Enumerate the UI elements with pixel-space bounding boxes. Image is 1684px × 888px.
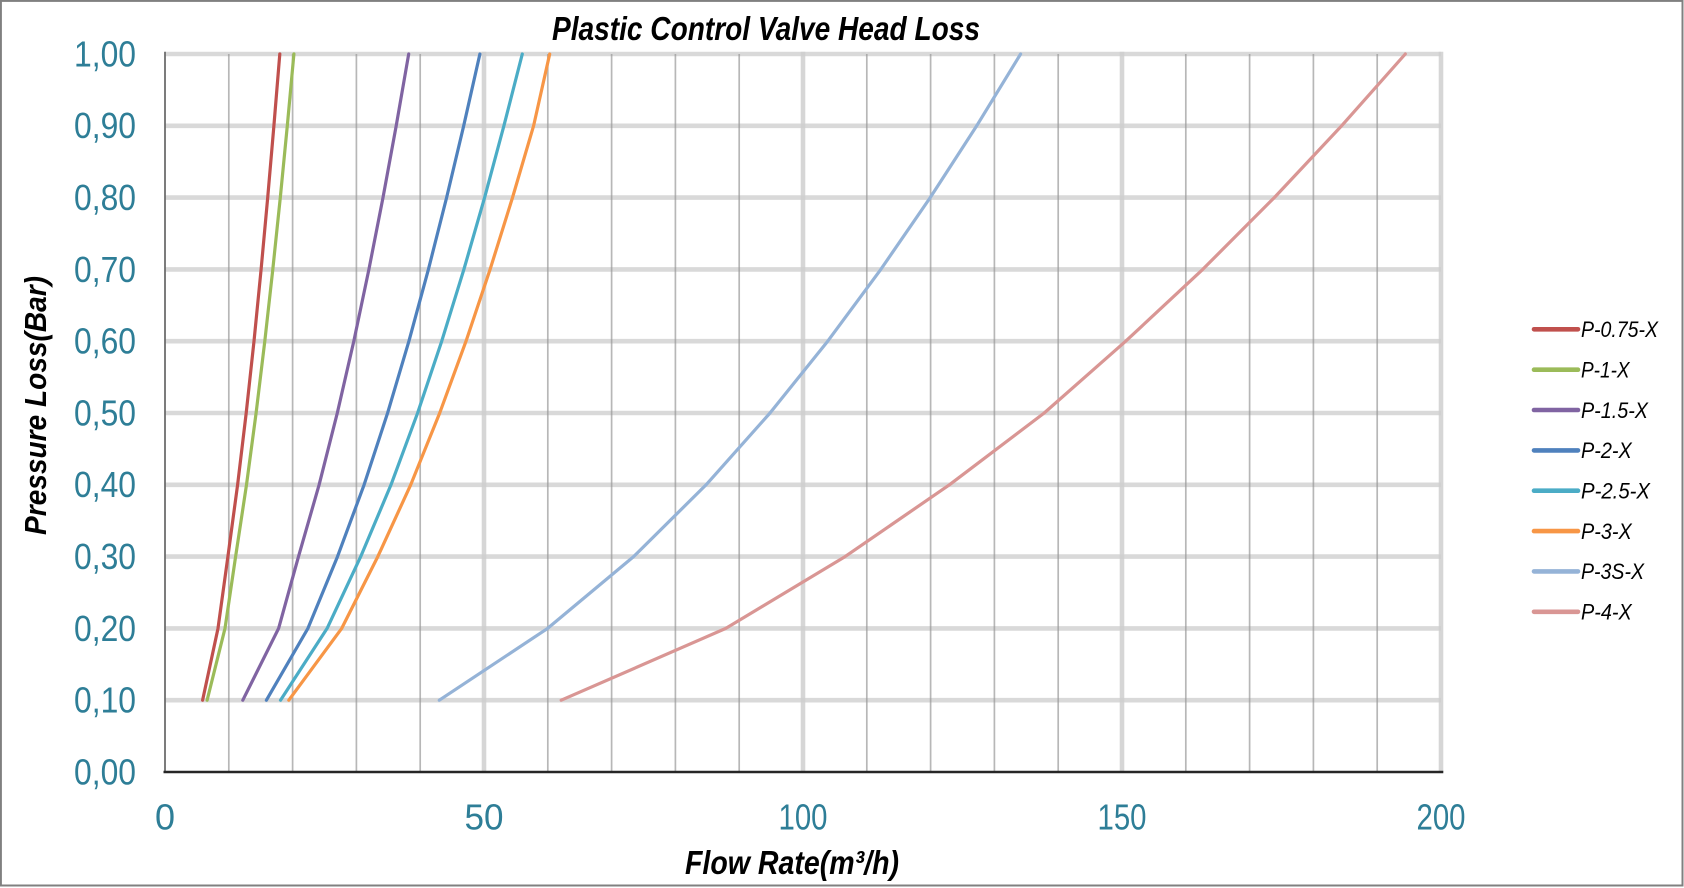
svg-text:0,90: 0,90: [74, 105, 136, 146]
svg-text:0,70: 0,70: [74, 249, 136, 290]
svg-text:0: 0: [155, 797, 175, 838]
svg-text:P-2-X: P-2-X: [1581, 438, 1633, 463]
svg-text:1,00: 1,00: [74, 33, 136, 74]
svg-text:200: 200: [1417, 797, 1466, 838]
svg-text:P-3-X: P-3-X: [1581, 519, 1633, 544]
svg-text:Plastic Control Valve Head Los: Plastic Control Valve Head Loss: [552, 10, 980, 47]
svg-text:50: 50: [465, 797, 504, 838]
svg-text:Flow Rate(m³/h): Flow Rate(m³/h): [685, 844, 899, 881]
svg-text:0,80: 0,80: [74, 177, 136, 218]
svg-text:0,30: 0,30: [74, 536, 136, 577]
svg-text:Pressure Loss(Bar): Pressure Loss(Bar): [18, 276, 53, 535]
svg-text:P-2.5-X: P-2.5-X: [1581, 479, 1651, 504]
svg-text:P-4-X: P-4-X: [1581, 600, 1633, 625]
svg-text:P-0.75-X: P-0.75-X: [1581, 317, 1659, 342]
svg-text:0,20: 0,20: [74, 608, 136, 649]
svg-text:0,00: 0,00: [74, 751, 136, 792]
svg-text:P-3S-X: P-3S-X: [1581, 559, 1645, 584]
svg-text:0,50: 0,50: [74, 392, 136, 433]
svg-text:0,40: 0,40: [74, 464, 136, 505]
svg-text:100: 100: [779, 797, 828, 838]
svg-text:P-1.5-X: P-1.5-X: [1581, 398, 1649, 423]
svg-text:150: 150: [1098, 797, 1147, 838]
svg-text:0,60: 0,60: [74, 321, 136, 362]
svg-text:P-1-X: P-1-X: [1581, 358, 1631, 383]
svg-text:0,10: 0,10: [74, 680, 136, 721]
